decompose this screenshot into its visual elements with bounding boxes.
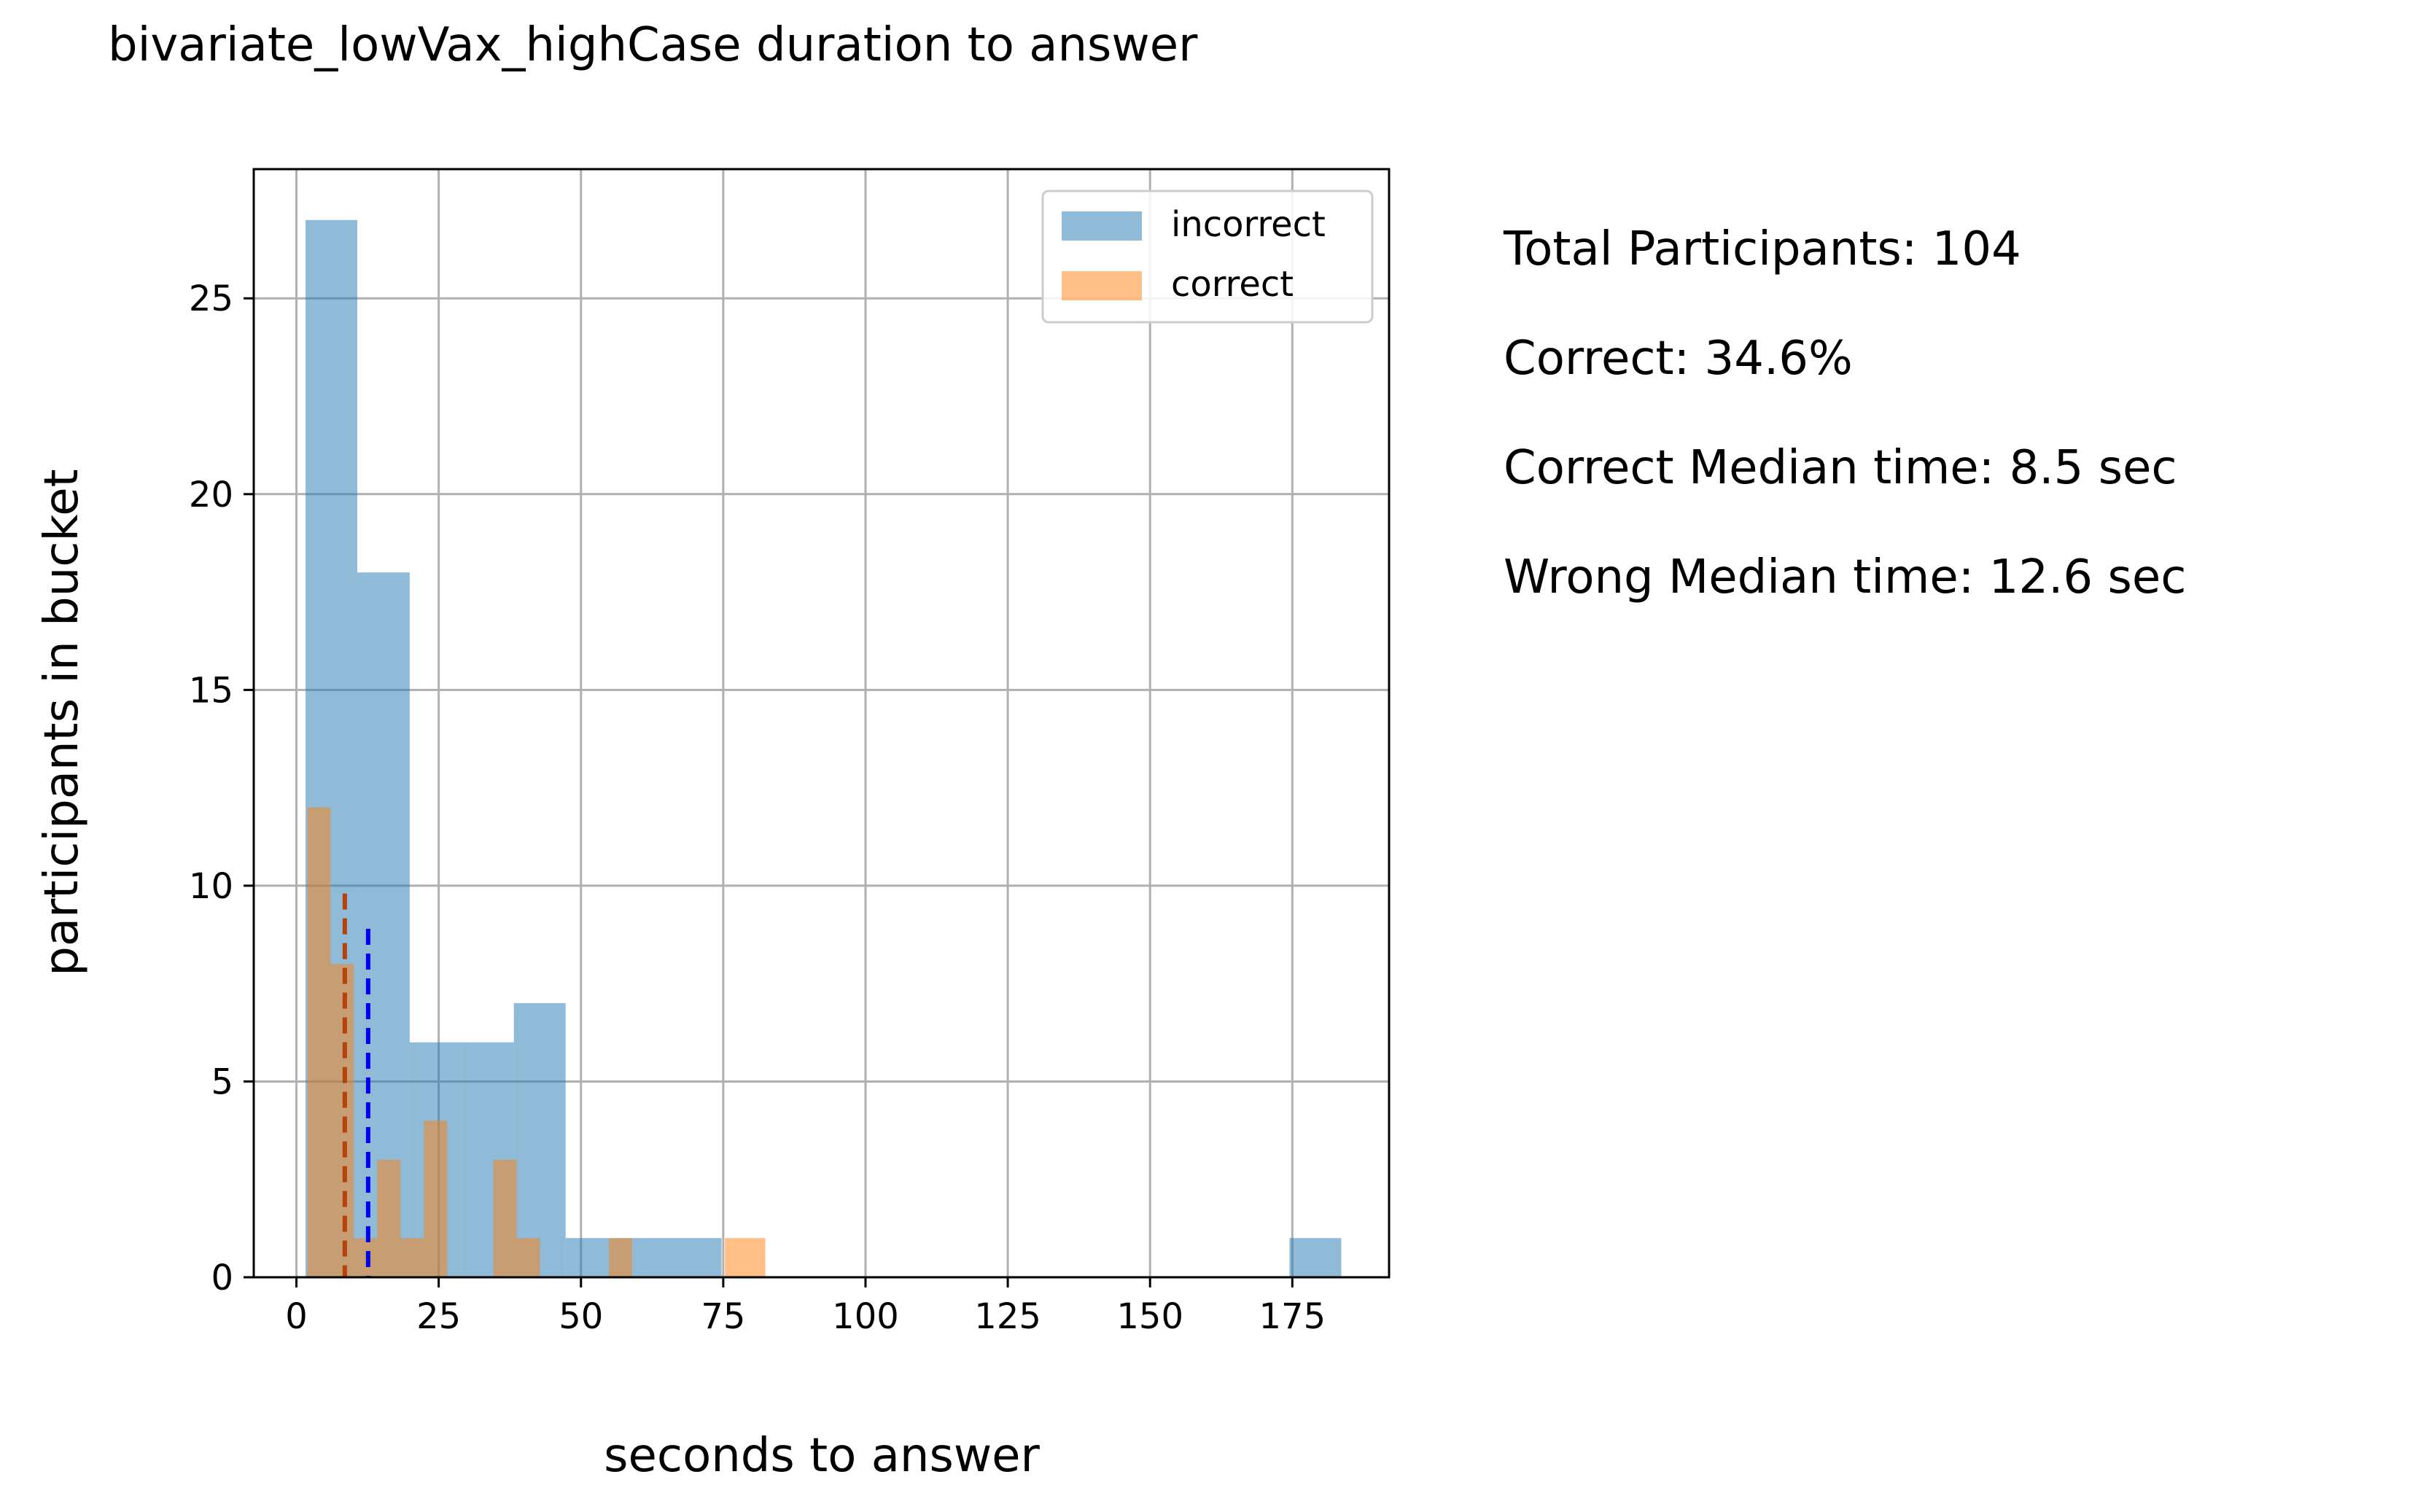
histogram-bar-incorrect	[565, 1238, 618, 1277]
histogram-bars	[306, 219, 1342, 1277]
histogram-bar-correct	[377, 1159, 401, 1277]
histogram-bar-correct	[400, 1238, 424, 1277]
plot-frame	[252, 168, 1391, 1279]
x-axis-label: seconds to answer	[604, 1429, 1040, 1483]
y-tick-label: 0	[211, 1258, 233, 1298]
correct-percent-text: Correct: 34.6%	[1504, 332, 1853, 386]
legend-label-correct: correct	[1171, 264, 1294, 305]
histogram-bar-correct	[609, 1238, 632, 1277]
wrong-median-text: Wrong Median time: 12.6 sec	[1504, 550, 2187, 604]
legend-swatch-incorrect	[1062, 211, 1142, 241]
x-tick-label: 0	[285, 1296, 308, 1337]
histogram-bar-correct	[307, 807, 331, 1277]
legend-swatch-correct	[1062, 271, 1142, 300]
histogram-bar-correct	[516, 1238, 540, 1277]
y-tick-label: 5	[211, 1061, 233, 1102]
histogram-bar-correct	[354, 1238, 378, 1277]
histogram-bar-incorrect	[1289, 1238, 1342, 1277]
axis-ticks: 0 25 50 75 100 125 150 175 0 5 10 15 20 25	[189, 278, 1326, 1337]
y-axis-label: participants in bucket	[35, 469, 89, 976]
histogram-bar-correct	[493, 1159, 517, 1277]
legend-label-incorrect: incorrect	[1171, 204, 1326, 245]
series-correct	[307, 807, 766, 1277]
stats-panel: Total Participants: 104 Correct: 34.6% C…	[1504, 226, 2186, 663]
histogram-bar-incorrect	[513, 1003, 566, 1277]
x-tick-label: 125	[974, 1296, 1041, 1337]
y-tick-label: 25	[189, 278, 233, 319]
x-tick-label: 50	[559, 1296, 603, 1337]
histogram-bar-correct	[725, 1238, 766, 1277]
median-lines	[342, 893, 370, 1277]
x-tick-label: 150	[1116, 1296, 1183, 1337]
y-tick-label: 10	[189, 866, 233, 907]
total-participants-text: Total Participants: 104	[1504, 222, 2021, 276]
histogram-bar-correct	[424, 1121, 448, 1277]
x-tick-label: 25	[416, 1296, 461, 1337]
y-tick-label: 20	[189, 475, 233, 515]
x-tick-label: 100	[832, 1296, 899, 1337]
correct-median-text: Correct Median time: 8.5 sec	[1504, 441, 2177, 495]
y-tick-label: 15	[189, 670, 233, 711]
legend: incorrect correct	[1041, 190, 1374, 324]
x-tick-label: 175	[1259, 1296, 1326, 1337]
series-incorrect	[306, 219, 1342, 1277]
chart-title: bivariate_lowVax_highCase duration to an…	[108, 18, 1198, 72]
histogram-bar-incorrect	[669, 1238, 722, 1277]
histogram-bar-correct	[330, 964, 354, 1277]
x-tick-label: 75	[701, 1296, 745, 1337]
